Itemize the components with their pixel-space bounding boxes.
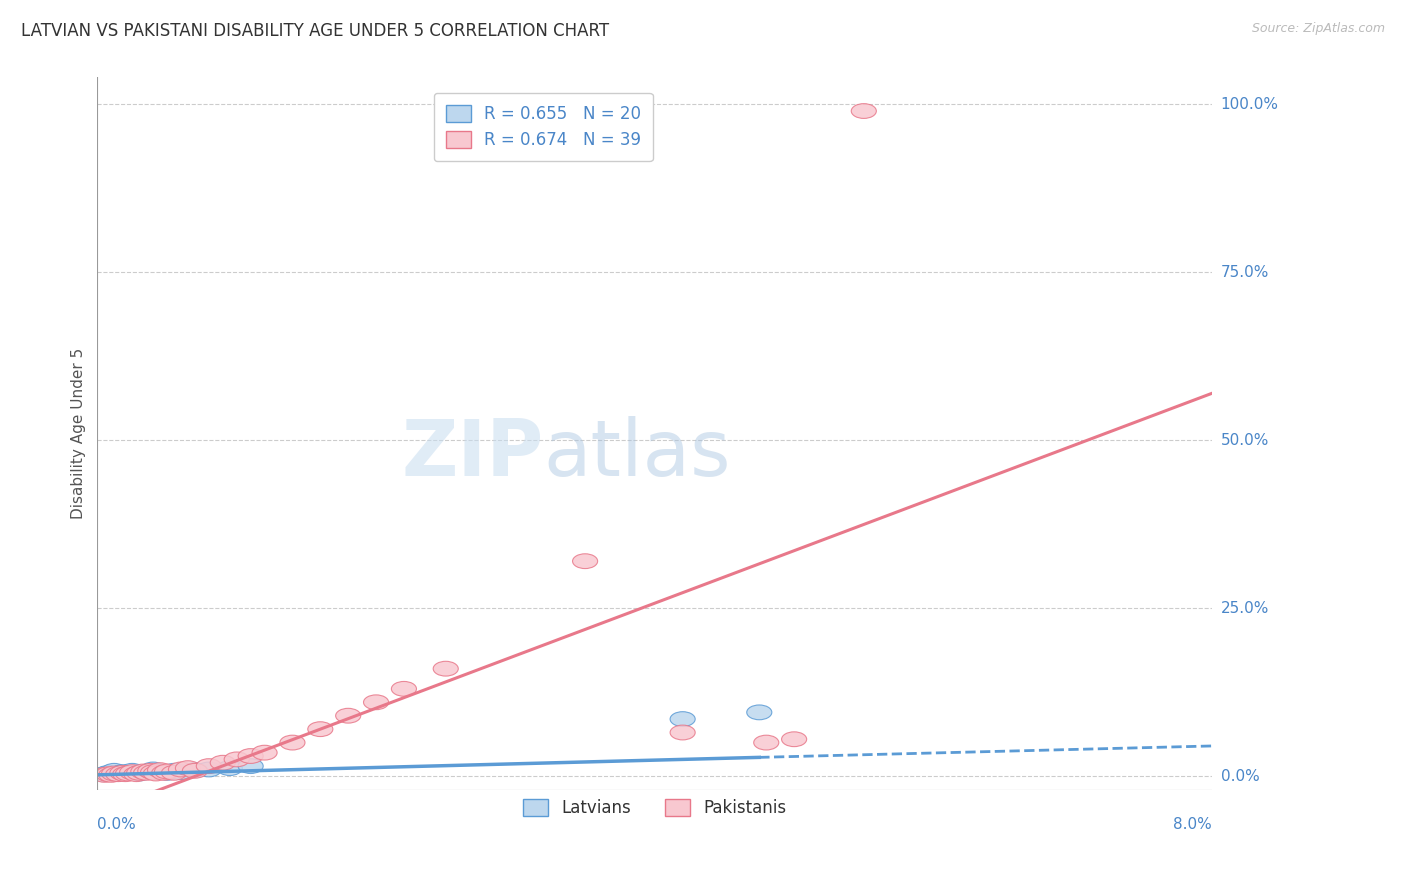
Ellipse shape bbox=[391, 681, 416, 697]
Ellipse shape bbox=[120, 764, 145, 778]
Ellipse shape bbox=[110, 765, 135, 780]
Ellipse shape bbox=[671, 712, 695, 726]
Ellipse shape bbox=[851, 103, 876, 119]
Text: 25.0%: 25.0% bbox=[1220, 600, 1268, 615]
Ellipse shape bbox=[131, 764, 156, 779]
Ellipse shape bbox=[197, 762, 221, 777]
Ellipse shape bbox=[115, 765, 141, 780]
Ellipse shape bbox=[217, 761, 242, 775]
Ellipse shape bbox=[124, 767, 149, 781]
Ellipse shape bbox=[96, 767, 121, 781]
Ellipse shape bbox=[141, 762, 166, 777]
Ellipse shape bbox=[91, 767, 117, 782]
Ellipse shape bbox=[747, 705, 772, 720]
Ellipse shape bbox=[98, 767, 124, 782]
Ellipse shape bbox=[120, 764, 145, 780]
Ellipse shape bbox=[155, 764, 180, 779]
Ellipse shape bbox=[127, 765, 152, 780]
Ellipse shape bbox=[127, 766, 152, 780]
Ellipse shape bbox=[308, 722, 333, 737]
Ellipse shape bbox=[572, 554, 598, 568]
Ellipse shape bbox=[176, 761, 201, 775]
Ellipse shape bbox=[134, 765, 159, 780]
Ellipse shape bbox=[183, 763, 208, 778]
Text: 50.0%: 50.0% bbox=[1220, 433, 1268, 448]
Ellipse shape bbox=[224, 752, 249, 767]
Ellipse shape bbox=[433, 661, 458, 676]
Ellipse shape bbox=[183, 764, 208, 778]
Ellipse shape bbox=[148, 763, 173, 778]
Ellipse shape bbox=[280, 735, 305, 750]
Text: ZIP: ZIP bbox=[401, 416, 543, 491]
Text: 0.0%: 0.0% bbox=[1220, 769, 1260, 784]
Ellipse shape bbox=[138, 764, 163, 778]
Text: 8.0%: 8.0% bbox=[1174, 817, 1212, 832]
Ellipse shape bbox=[115, 766, 141, 780]
Ellipse shape bbox=[162, 765, 187, 780]
Text: 100.0%: 100.0% bbox=[1220, 97, 1278, 112]
Text: 75.0%: 75.0% bbox=[1220, 265, 1268, 280]
Ellipse shape bbox=[134, 764, 159, 780]
Ellipse shape bbox=[336, 708, 361, 723]
Ellipse shape bbox=[671, 725, 695, 739]
Text: LATVIAN VS PAKISTANI DISABILITY AGE UNDER 5 CORRELATION CHART: LATVIAN VS PAKISTANI DISABILITY AGE UNDE… bbox=[21, 22, 609, 40]
Ellipse shape bbox=[211, 756, 235, 770]
Ellipse shape bbox=[252, 746, 277, 760]
Ellipse shape bbox=[141, 764, 166, 780]
Text: 0.0%: 0.0% bbox=[97, 817, 136, 832]
Ellipse shape bbox=[238, 748, 263, 764]
Ellipse shape bbox=[162, 764, 187, 778]
Ellipse shape bbox=[155, 765, 180, 780]
Ellipse shape bbox=[105, 766, 131, 780]
Ellipse shape bbox=[152, 765, 177, 780]
Ellipse shape bbox=[101, 766, 127, 780]
Ellipse shape bbox=[143, 766, 169, 780]
Text: atlas: atlas bbox=[543, 416, 731, 491]
Ellipse shape bbox=[148, 764, 173, 779]
Ellipse shape bbox=[110, 764, 135, 780]
Y-axis label: Disability Age Under 5: Disability Age Under 5 bbox=[72, 348, 86, 519]
Ellipse shape bbox=[169, 764, 194, 780]
Ellipse shape bbox=[112, 767, 138, 781]
Ellipse shape bbox=[364, 695, 388, 710]
Ellipse shape bbox=[91, 767, 117, 781]
Ellipse shape bbox=[782, 731, 807, 747]
Text: Source: ZipAtlas.com: Source: ZipAtlas.com bbox=[1251, 22, 1385, 36]
Ellipse shape bbox=[105, 767, 131, 781]
Legend: Latvians, Pakistanis: Latvians, Pakistanis bbox=[516, 792, 793, 824]
Ellipse shape bbox=[754, 735, 779, 750]
Ellipse shape bbox=[101, 764, 127, 778]
Ellipse shape bbox=[197, 759, 221, 773]
Ellipse shape bbox=[96, 765, 121, 780]
Ellipse shape bbox=[238, 759, 263, 773]
Ellipse shape bbox=[169, 762, 194, 777]
